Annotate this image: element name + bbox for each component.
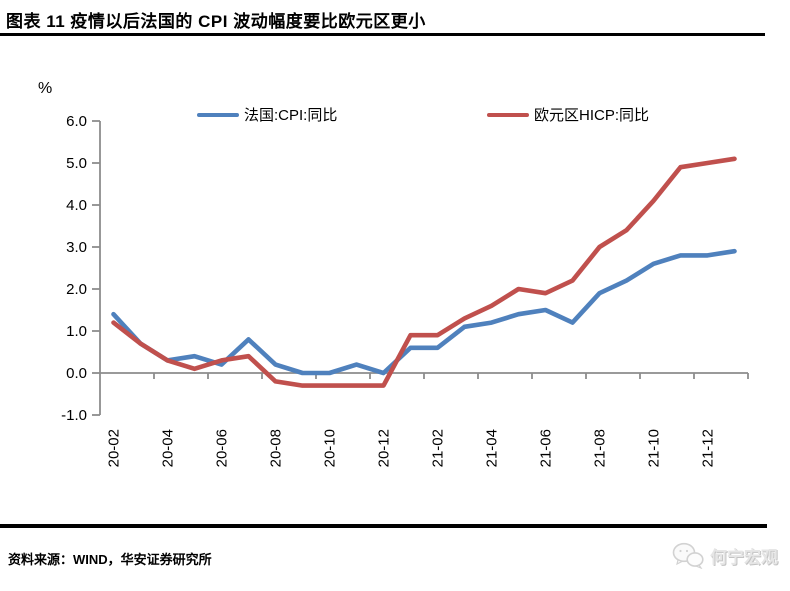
source-note: 资料来源：WIND，华安证券研究所 xyxy=(8,552,212,567)
x-axis-tick-label: 20-10 xyxy=(322,429,339,467)
eurozone-hicp-line xyxy=(111,156,737,388)
chart-legend: 法国:CPI:同比 欧元区HICP:同比 xyxy=(197,104,649,125)
y-axis-tick-label: 3.0 xyxy=(66,239,87,256)
legend-swatch-eurozone-hicp xyxy=(486,112,529,117)
y-axis-tick-label: 2.0 xyxy=(66,281,87,298)
wechat-icon xyxy=(672,542,704,569)
watermark: 何宁宏观 xyxy=(672,542,778,569)
x-axis-tick-label: 20-04 xyxy=(160,429,177,467)
legend-label-eurozone-hicp: 欧元区HICP:同比 xyxy=(533,107,649,124)
x-axis-tick-label: 20-02 xyxy=(106,429,123,467)
x-axis-tick-label: 21-08 xyxy=(592,429,609,467)
y-axis-tick-label: 4.0 xyxy=(66,197,87,214)
y-axis-tick-label: -1.0 xyxy=(61,407,87,424)
chart-title: 图表 11 疫情以后法国的 CPI 波动幅度要比欧元区更小 xyxy=(6,12,426,31)
legend-swatch-france-cpi xyxy=(197,112,239,117)
x-axis-tick-label: 21-12 xyxy=(700,429,717,467)
x-axis-tick-label: 21-06 xyxy=(538,429,555,467)
cpi-line-chart: 6.0 5.0 4.0 3.0 2.0 1.0 0.0 -1.0 20-02 20-04 20-06… xyxy=(61,113,749,467)
x-axis-tick-label: 21-04 xyxy=(484,429,501,467)
france-cpi-line xyxy=(111,248,737,376)
y-axis-tick-label: 1.0 xyxy=(66,323,87,340)
x-axis-tick-label: 21-02 xyxy=(430,429,447,467)
y-axis-tick-label: 6.0 xyxy=(66,113,87,130)
x-axis-tick-label: 21-10 xyxy=(646,429,663,467)
legend-item-france-cpi: 法国:CPI:同比 xyxy=(197,104,337,125)
watermark-text: 何宁宏观 xyxy=(710,548,778,567)
footer-divider xyxy=(0,524,767,528)
y-axis-tick-label: 0.0 xyxy=(66,365,87,382)
title-underline xyxy=(0,33,765,36)
x-axis-tick-label: 20-06 xyxy=(214,429,231,467)
legend-label-france-cpi: 法国:CPI:同比 xyxy=(244,107,338,124)
y-axis-unit-label: % xyxy=(38,80,53,97)
y-axis-tick-label: 5.0 xyxy=(66,155,87,172)
x-axis-tick-label: 20-08 xyxy=(268,429,285,467)
legend-item-eurozone-hicp: 欧元区HICP:同比 xyxy=(486,104,649,125)
x-axis-tick-label: 20-12 xyxy=(376,429,393,467)
